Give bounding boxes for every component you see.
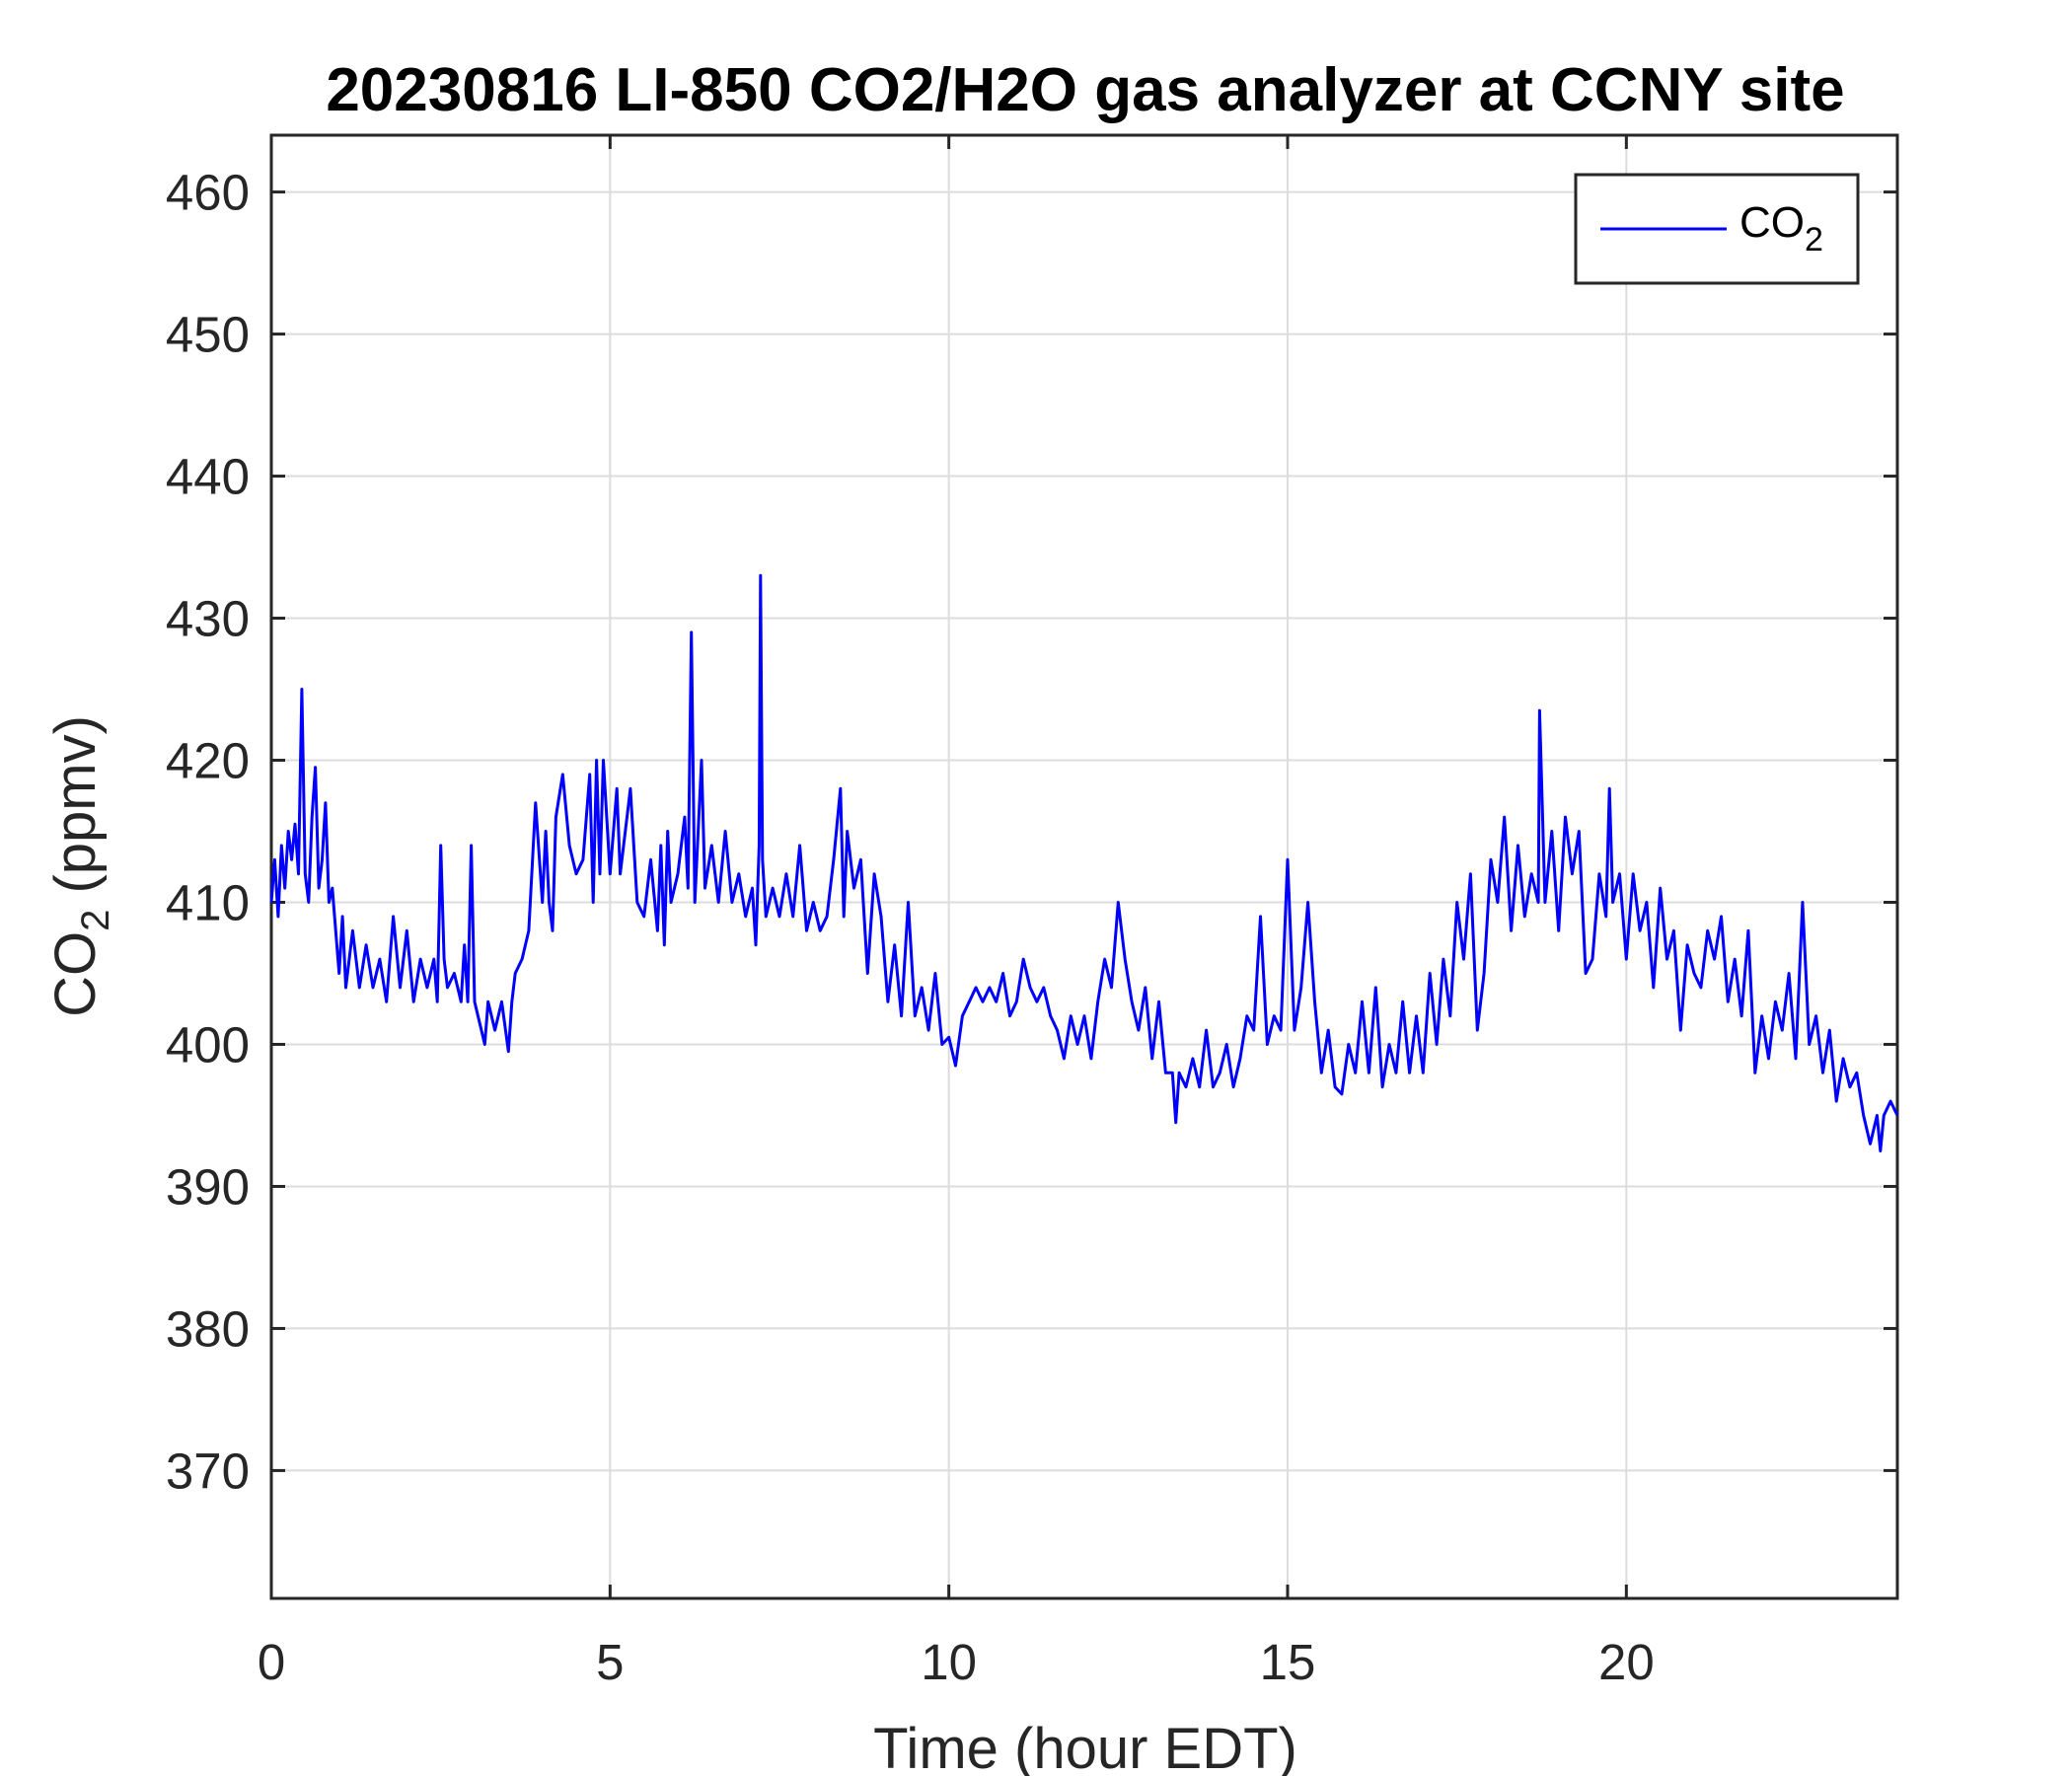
x-tick-label: 15 xyxy=(1260,1634,1316,1690)
y-tick-label: 410 xyxy=(166,874,250,930)
y-tick-label: 370 xyxy=(166,1443,250,1499)
x-tick-labels: 0 5 10 15 20 xyxy=(258,1634,1655,1690)
y-tick-label: 420 xyxy=(166,733,250,789)
x-tick-label: 20 xyxy=(1598,1634,1655,1690)
legend-co2-label: CO2 xyxy=(1739,198,1823,259)
co2-series-line xyxy=(269,573,1899,1152)
y-axis-label-units: (ppmv) xyxy=(43,715,108,910)
x-axis-label: Time (hour EDT) xyxy=(873,1717,1297,1776)
chart-title: 20230816 LI-850 CO2/H2O gas analyzer at … xyxy=(326,56,1844,124)
gridlines xyxy=(270,135,1897,1598)
y-axis-label-main: CO xyxy=(43,931,108,1017)
x-tick-label: 0 xyxy=(258,1634,285,1690)
y-tick-label: 430 xyxy=(166,591,250,647)
x-tick-label: 5 xyxy=(596,1634,624,1690)
legend: CO2 xyxy=(1574,173,1860,285)
y-axis-label-subscript: 2 xyxy=(74,910,117,931)
x-tick-label: 10 xyxy=(921,1634,977,1690)
plot-area-frame xyxy=(269,133,1899,1600)
y-tick-label: 400 xyxy=(166,1016,250,1073)
y-tick-label: 390 xyxy=(166,1158,250,1215)
y-tick-label: 440 xyxy=(166,449,250,505)
y-tick-label: 450 xyxy=(166,307,250,363)
legend-co2-label-subscript: 2 xyxy=(1805,221,1823,259)
y-tick-labels: 370 380 390 400 410 420 430 440 450 460 xyxy=(166,165,250,1500)
y-tick-label: 460 xyxy=(166,165,250,221)
legend-co2-label-main: CO xyxy=(1739,198,1805,247)
y-axis-label: CO2 (ppmv) xyxy=(43,715,117,1017)
y-tick-label: 380 xyxy=(166,1300,250,1357)
